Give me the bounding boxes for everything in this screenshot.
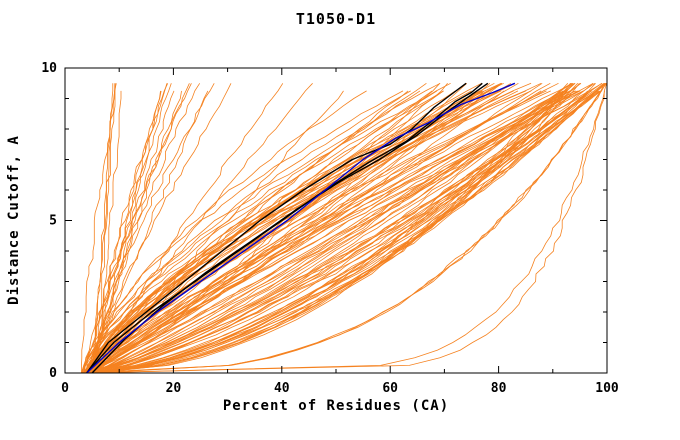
x-tick-label: 60 — [382, 381, 398, 396]
ensemble-curve — [87, 90, 564, 373]
ensemble-curve — [84, 90, 601, 373]
ensemble-curve — [88, 90, 404, 373]
ensemble-curve — [82, 90, 577, 373]
ensemble-curve — [90, 90, 581, 373]
chart-title: T1050-D1 — [296, 10, 376, 28]
ensemble-curve — [88, 90, 592, 373]
ensemble-curve — [89, 83, 607, 373]
reference-curve-line — [86, 82, 516, 373]
tick-labels: 0 20 40 60 80 100 0 5 10 — [41, 61, 619, 396]
ensemble-curve — [90, 90, 488, 373]
ensemble-curve — [88, 82, 572, 373]
ensemble-curve — [94, 83, 116, 373]
ensemble-curve — [81, 90, 590, 373]
ensemble-curve — [90, 90, 514, 373]
x-tick-label: 100 — [595, 381, 619, 396]
ensemble-curve — [84, 83, 605, 373]
ensemble-curve — [96, 83, 284, 373]
x-axis-label: Percent of Residues (CA) — [223, 398, 449, 414]
y-tick-label: 5 — [49, 214, 57, 229]
axes — [64, 67, 608, 374]
ensemble-curve — [88, 83, 448, 373]
ensemble-curve — [97, 83, 573, 373]
x-tick-label: 80 — [491, 381, 507, 396]
ensemble-curve — [93, 83, 575, 373]
ensemble-curve — [83, 90, 444, 373]
x-tick-label: 20 — [166, 381, 182, 396]
ensemble-curve — [86, 90, 592, 373]
ensemble-curve — [93, 90, 409, 373]
ensemble-curve — [84, 83, 569, 373]
ensemble-curve — [89, 90, 605, 373]
ensemble-curve — [93, 90, 565, 373]
ensemble-curve — [93, 90, 532, 373]
highlight-curve — [86, 82, 467, 373]
ensemble-curve — [96, 90, 122, 373]
ensemble-curve — [90, 82, 573, 373]
ensemble-curve — [82, 83, 607, 373]
ensemble-curve — [91, 90, 566, 373]
ensemble-curve — [84, 82, 606, 373]
ensemble-curve — [92, 83, 215, 373]
ensemble-curve — [86, 83, 192, 373]
y-tick-label: 0 — [49, 366, 57, 381]
ensemble-curve — [87, 82, 572, 373]
ensemble-curve — [84, 82, 605, 373]
ensemble-curve — [89, 90, 527, 373]
ensemble-curves — [80, 82, 607, 373]
ensemble-curve — [88, 90, 421, 373]
ensemble-curve — [91, 82, 515, 373]
ensemble-curve — [87, 83, 232, 373]
ensemble-curve — [90, 90, 579, 373]
ensemble-curve — [85, 90, 584, 373]
ensemble-curve — [81, 83, 117, 373]
ensemble-curve — [83, 82, 594, 373]
ensemble-curve — [83, 82, 603, 373]
y-axis-label: Distance Cutoff, A — [6, 135, 22, 305]
ensemble-curve — [95, 90, 599, 373]
reference-curve — [86, 82, 516, 373]
ensemble-curve — [88, 83, 313, 373]
y-tick-label: 10 — [41, 61, 57, 76]
ensemble-curve — [87, 90, 575, 373]
ensemble-curve — [94, 90, 601, 373]
x-tick-label: 40 — [274, 381, 290, 396]
ensemble-curve — [85, 82, 606, 373]
x-tick-label: 0 — [61, 381, 69, 396]
ensemble-curve — [82, 83, 605, 373]
ensemble-curve — [88, 90, 367, 373]
ensemble-curve — [81, 82, 441, 373]
